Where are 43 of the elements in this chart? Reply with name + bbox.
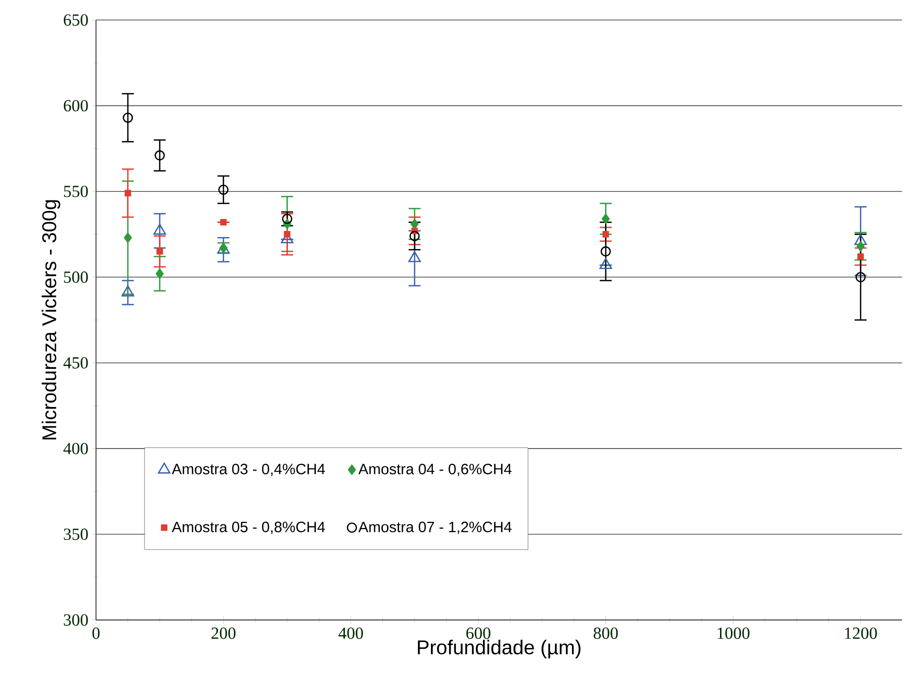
point (156, 268, 164, 279)
legend-label: Amostra 03 - 0,4%CH4 (172, 464, 325, 476)
point (154, 150, 165, 161)
x-tick-label: 800 (594, 628, 618, 639)
x-tick-label: 400 (338, 628, 363, 639)
x-tick-label: 0 (92, 628, 100, 639)
point (124, 232, 132, 243)
y-tick-label: 650 (64, 14, 88, 26)
point (855, 272, 866, 282)
point (409, 230, 420, 242)
y-tick-label: 600 (64, 100, 88, 112)
point (602, 214, 610, 224)
point (284, 231, 290, 238)
point (602, 231, 609, 238)
x-tick-label: 200 (211, 628, 236, 639)
point (220, 219, 227, 226)
x-tick-label: 1200 (845, 628, 877, 639)
point (218, 184, 229, 195)
point (599, 258, 612, 270)
legend-label: Amostra 05 - 0,8%CH4 (172, 522, 325, 534)
point (600, 246, 611, 257)
point (122, 285, 134, 296)
y-tick-label: 400 (63, 442, 88, 454)
point (282, 214, 292, 224)
point (156, 248, 163, 255)
x-tick-label: 1000 (718, 628, 750, 639)
legend-label: Amostra 07 - 1,2%CH4 (358, 522, 512, 534)
point (124, 190, 132, 196)
y-tick-label: 300 (64, 614, 88, 626)
legend-label: Amostra 04 - 0,6%CH4 (358, 464, 512, 476)
x-axis-title: Profundidade (µm) (418, 640, 580, 658)
x-tick-label: 600 (466, 628, 490, 639)
point (153, 224, 166, 235)
y-tick-label: 350 (64, 528, 88, 540)
point (122, 112, 133, 123)
y-tick-label: 450 (63, 357, 88, 369)
point (219, 242, 228, 254)
y-tick-label: 500 (64, 271, 88, 283)
y-tick-label: 550 (64, 186, 88, 198)
point (856, 241, 865, 252)
point (857, 253, 864, 260)
point (408, 251, 421, 262)
y-axis-title: Microdureza Vickers - 300g (42, 200, 60, 440)
